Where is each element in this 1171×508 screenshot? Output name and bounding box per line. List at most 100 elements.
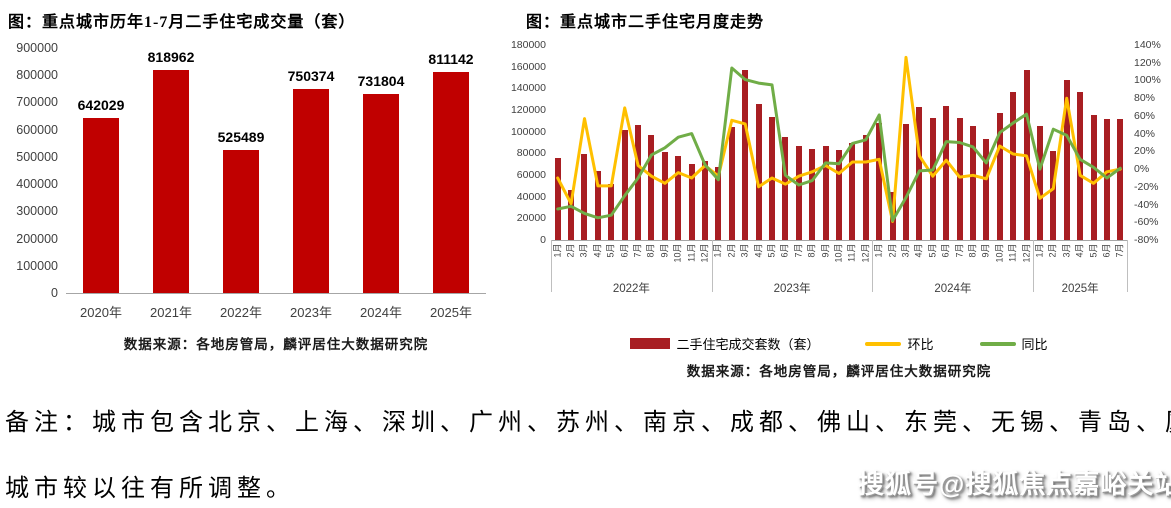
month-bar [715,167,722,240]
left-y-tick: 700000 [16,95,58,110]
left-x-tick: 2025年 [430,305,472,320]
legend-line-swatch [865,341,902,346]
annual-bar-chart: 图：重点城市历年1-7月二手住宅成交量（套） 900000 800000 70000… [8,8,492,380]
month-bar [969,126,976,240]
month-bar [568,190,575,240]
month-bar [688,164,695,240]
left-x-tick: 2023年 [290,305,332,320]
month-bar [635,125,642,240]
right-chart-right-tick: 80% [1134,92,1156,105]
left-chart-title: 图：重点城市历年1-7月二手住宅成交量（套） [8,14,356,31]
year-bar [433,72,469,293]
legend-item: 同比 [979,334,1048,353]
month-bar [594,170,601,240]
month-bar [862,134,869,240]
month-bar [836,150,842,240]
left-y-tick: 600000 [16,122,58,137]
right-x-axis-line [551,240,1127,241]
bar-value-label: 750374 [287,67,335,84]
left-x-tick: 2022年 [220,305,262,320]
month-bar [675,155,682,240]
legend-line-swatch [979,341,1016,346]
year-group-label: 2023年 [773,283,811,295]
year-group-label: 2024年 [934,283,972,295]
month-bar [1010,91,1017,240]
bar-value-label: 731804 [357,72,405,89]
year-bar [153,70,189,293]
month-bar [809,149,816,240]
month-bar [822,145,829,240]
right-chart-plot-area: 180000 160000 140000 120000 100000 80000 60000… [500,8,1165,380]
month-bar [648,134,655,240]
right-chart-right-tick: 20% [1134,145,1156,158]
year-bar [363,93,399,293]
bar-value-label: 811142 [428,51,474,68]
left-y-tick: 400000 [16,177,58,192]
year-group-label: 2025年 [1061,283,1099,295]
month-bar [1063,79,1070,240]
month-bar [755,103,762,240]
right-chart-right-tick: -20% [1134,180,1159,193]
left-chart-source: 数据来源：各地房管局，麟评居住大数据研究院 [123,337,429,352]
month-bar [943,105,950,240]
legend-item: 二手住宅成交套数（套） [630,334,819,353]
note-line-1: 备注：城市包含北京、上海、深圳、广州、苏州、南京、成都、佛山、东莞、无锡、青岛、… [5,410,1171,436]
right-chart-title: 图：重点城市二手住宅月度走势 [526,14,765,31]
year-group-divider [1127,240,1128,292]
left-y-tick: 100000 [16,258,58,273]
month-bar [608,183,615,240]
right-chart-source: 数据来源：各地房管局，麟评居住大数据研究院 [686,364,992,379]
year-group-divider [872,240,874,292]
note-line-2: 城市较以往有所调整。 [5,476,295,502]
yoy-line [556,66,1122,222]
right-chart-right-tick: 120% [1134,56,1161,69]
year-bar [223,149,259,293]
left-x-tick: 2020年 [80,305,122,320]
right-chart-right-tick: -60% [1134,216,1159,229]
bar-value-label: 525489 [217,128,265,145]
year-group-label: 2022年 [612,283,650,295]
month-bar [1036,126,1043,240]
right-chart-left-tick: 180000 [510,39,546,51]
month-bar [849,142,856,240]
right-chart-left-tick: 100000 [510,125,546,138]
right-chart-left-tick: 160000 [510,60,546,73]
year-group-divider [551,240,552,292]
month-bar [702,160,709,240]
right-chart-left-tick: 20000 [516,212,546,225]
month-bar [1050,151,1057,240]
left-y-tick: 500000 [16,149,58,164]
year-bar [293,88,329,293]
left-x-tick: 2021年 [150,305,192,320]
left-chart-plot-area: 900000 800000 700000 600000 500000 400000 3000… [8,8,492,380]
month-bar [795,145,802,240]
month-bar [1117,118,1124,240]
right-chart-right-tick: -40% [1134,198,1159,211]
year-group-divider [711,240,713,292]
left-y-tick: 300000 [16,204,58,219]
right-chart-left-tick: 40000 [516,190,546,203]
trend-lines-layer [556,55,1122,223]
legend-label: 同比 [1021,337,1048,352]
month-bar [983,139,990,240]
right-chart-left-tick: 120000 [510,104,546,116]
month-bar [581,154,588,240]
left-y-tick: 0 [51,286,58,300]
legend-bar-swatch [630,338,671,349]
month-bar [728,127,735,240]
right-chart-left-tick: 140000 [510,82,546,95]
right-chart-right-tick: 60% [1134,109,1156,122]
right-chart-right-tick: 100% [1134,74,1161,87]
legend-item: 环比 [865,334,934,353]
left-y-tick: 200000 [16,231,58,246]
legend-label: 二手住宅成交套数（套） [676,337,820,352]
year-group-divider [1033,240,1035,292]
right-chart-right-tick: -80% [1134,234,1159,246]
legend-label: 环比 [907,337,934,352]
left-x-tick: 2024年 [360,305,402,320]
right-chart-left-tick: 0 [540,234,546,246]
right-chart-left-tick: 60000 [516,169,546,181]
bar-value-label: 818962 [147,49,195,66]
right-chart-right-tick: 0% [1134,163,1150,176]
month-bar [1077,91,1084,240]
